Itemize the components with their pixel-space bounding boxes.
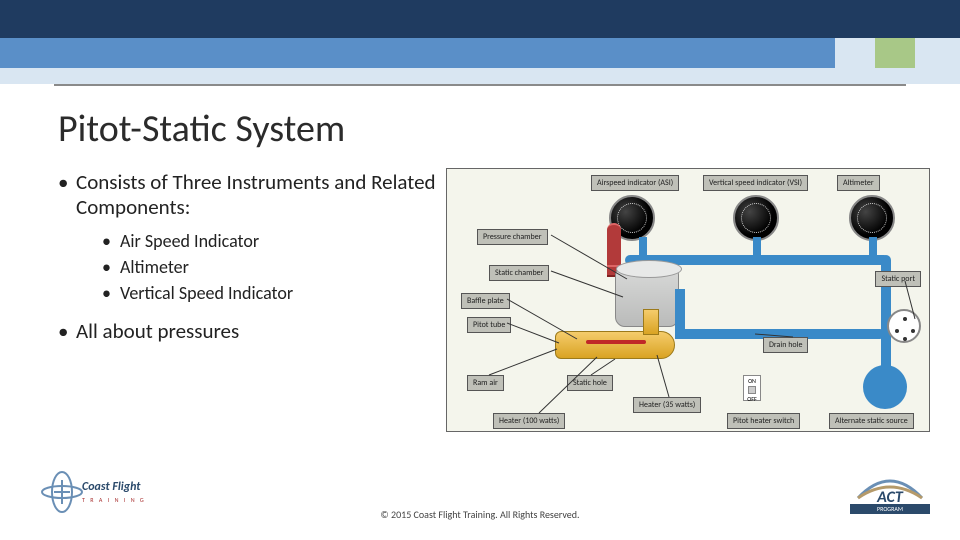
label-static-port: Static port	[875, 271, 921, 287]
gauge-vsi	[733, 195, 779, 241]
label-pitot-tube: Pitot tube	[467, 317, 511, 333]
pitot-stem	[643, 309, 659, 335]
logo-left-sub: T R A I N I N G	[82, 496, 146, 504]
toggle-icon	[748, 386, 756, 394]
label-alt-static: Alternate static source	[829, 413, 914, 429]
label-asi: Airspeed indicator (ASI)	[591, 175, 679, 191]
slide-title: Pitot-Static System	[58, 106, 345, 152]
switch-on-label: ON	[744, 376, 760, 386]
pipe-drop-asi	[639, 237, 647, 259]
pitot-heater-switch: ON OFF	[743, 375, 761, 401]
label-baffle: Baffle plate	[461, 293, 510, 309]
bullet-main: Consists of Three Instruments and Relate…	[58, 170, 438, 220]
label-static-hole: Static hole	[567, 375, 613, 391]
footer-copyright: © 2015 Coast Flight Training. All Rights…	[0, 508, 960, 521]
banner-dark	[0, 0, 960, 38]
label-vsi: Vertical speed indicator (VSI)	[703, 175, 808, 191]
pitot-tube	[555, 331, 675, 359]
banner-blue	[0, 38, 835, 68]
sub-bullet-1: Air Speed Indicator	[102, 230, 438, 252]
banner-underline	[54, 84, 906, 86]
label-ram-air: Ram air	[467, 375, 504, 391]
sub-bullet-group: Air Speed Indicator Altimeter Vertical S…	[58, 230, 438, 304]
sub-bullet-3: Vertical Speed Indicator	[102, 282, 438, 304]
pitot-static-diagram: Airspeed indicator (ASI) Vertical speed …	[446, 168, 930, 432]
bullet-second: All about pressures	[58, 318, 438, 344]
pipe-drop-vsi	[753, 237, 761, 259]
label-heater-100: Heater (100 watts)	[493, 413, 565, 429]
content-area: Consists of Three Instruments and Relate…	[58, 170, 438, 344]
sub-bullet-2: Altimeter	[102, 256, 438, 278]
label-alt: Altimeter	[837, 175, 880, 191]
label-static-chamber: Static chamber	[489, 265, 549, 281]
banner-sq-light	[835, 38, 875, 68]
static-port	[887, 309, 921, 343]
banner-sq-accent	[875, 38, 915, 68]
switch-off-label: OFF	[744, 394, 760, 404]
banner-sq-trail	[915, 38, 960, 68]
alt-static-source	[863, 365, 907, 409]
banner-light	[0, 68, 960, 84]
label-pitot-heater-switch: Pitot heater switch	[727, 413, 800, 429]
label-pressure-chamber: Pressure chamber	[477, 229, 548, 245]
label-heater-35: Heater (35 watts)	[633, 397, 701, 413]
logo-left-text: Coast Flight	[82, 480, 140, 494]
pipe-drop-alt	[869, 237, 877, 259]
gauge-alt	[849, 195, 895, 241]
label-drain-hole: Drain hole	[763, 337, 808, 353]
